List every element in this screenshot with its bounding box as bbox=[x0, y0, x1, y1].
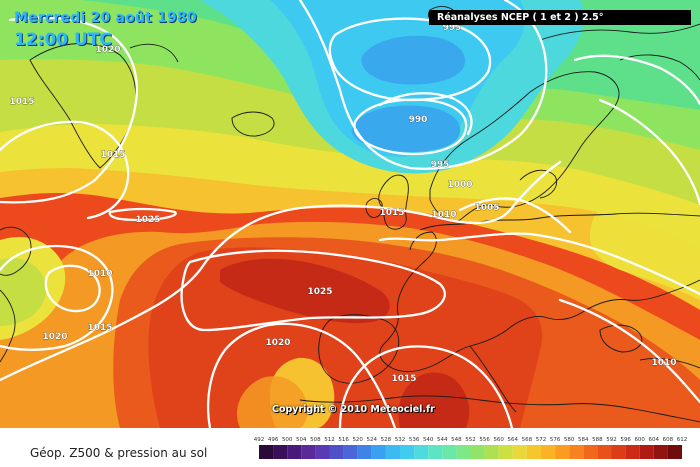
legend-swatch bbox=[541, 445, 556, 459]
legend-tick-label: 496 bbox=[268, 437, 279, 443]
legend-swatch bbox=[470, 445, 485, 459]
legend-tick-label: 504 bbox=[296, 437, 307, 443]
isobar-label: 1015 bbox=[9, 97, 34, 107]
legend-tick-label: 540 bbox=[423, 437, 434, 443]
legend-tick-label: 564 bbox=[508, 437, 519, 443]
legend-swatch bbox=[456, 445, 471, 459]
legend-swatch bbox=[611, 445, 626, 459]
isobar-label: 1010 bbox=[87, 269, 112, 279]
legend-swatch bbox=[667, 445, 682, 459]
legend-swatch bbox=[512, 445, 527, 459]
isobar-label: 1005 bbox=[474, 203, 499, 213]
legend-title: Géop. Z500 & pression au sol bbox=[30, 446, 208, 460]
legend-tick-label: 556 bbox=[479, 437, 490, 443]
legend-tick-label: 604 bbox=[649, 437, 660, 443]
legend-tick-label: 500 bbox=[282, 437, 293, 443]
legend-tick-label: 584 bbox=[578, 437, 589, 443]
legend-tick-label: 520 bbox=[352, 437, 363, 443]
legend-swatch bbox=[428, 445, 443, 459]
legend-swatch bbox=[569, 445, 584, 459]
isobar-label: 1010 bbox=[431, 210, 456, 220]
legend-tick-label: 536 bbox=[409, 437, 420, 443]
legend-tick-label: 572 bbox=[536, 437, 547, 443]
copyright-text: Copyright © 2010 Meteociel.fr bbox=[272, 404, 435, 415]
legend-tick-label: 612 bbox=[677, 437, 688, 443]
legend-swatch bbox=[625, 445, 640, 459]
legend-swatch bbox=[414, 445, 429, 459]
legend-tick-label: 524 bbox=[367, 437, 378, 443]
color-scale: 492 496 500 504 508 512 516 520 524 528 532 536 540 5… bbox=[254, 437, 688, 459]
legend-swatch bbox=[273, 445, 288, 459]
legend-swatch bbox=[329, 445, 344, 459]
legend-swatch bbox=[343, 445, 358, 459]
data-source-banner: Réanalyses NCEP ( 1 et 2 ) 2.5° bbox=[429, 10, 691, 25]
legend-tick-label: 560 bbox=[493, 437, 504, 443]
legend-swatch bbox=[400, 445, 415, 459]
legend-tick-label: 548 bbox=[451, 437, 462, 443]
legend-swatch bbox=[287, 445, 302, 459]
legend-bar: Géop. Z500 & pression au sol 492 496 500 50… bbox=[0, 428, 700, 467]
legend-tick-label: 592 bbox=[606, 437, 617, 443]
isobar-label: 995 bbox=[431, 160, 450, 170]
isobar-label: 1015 bbox=[391, 374, 416, 384]
isobar-label: 1000 bbox=[447, 180, 472, 190]
legend-swatch bbox=[442, 445, 457, 459]
legend-swatch bbox=[484, 445, 499, 459]
legend-tick-label: 596 bbox=[620, 437, 631, 443]
map-date: Mercredi 20 août 1980 bbox=[14, 10, 197, 26]
legend-swatch bbox=[555, 445, 570, 459]
legend-tick-label: 588 bbox=[592, 437, 603, 443]
isobar-label: 1015 bbox=[87, 323, 112, 333]
legend-swatch bbox=[385, 445, 400, 459]
isobar-label: 1010 bbox=[651, 358, 676, 368]
legend-swatch bbox=[371, 445, 386, 459]
legend-swatch bbox=[315, 445, 330, 459]
isobar-label: 1020 bbox=[265, 338, 290, 348]
legend-swatch bbox=[639, 445, 654, 459]
legend-swatch bbox=[653, 445, 668, 459]
legend-tick-label: 492 bbox=[254, 437, 265, 443]
isobar-label: 1015 bbox=[379, 208, 404, 218]
map-time: 12:00 UTC bbox=[14, 30, 112, 50]
legend-tick-label: 544 bbox=[437, 437, 448, 443]
legend-tick-label: 580 bbox=[564, 437, 575, 443]
isobar-label: 1020 bbox=[42, 332, 67, 342]
legend-tick-label: 608 bbox=[663, 437, 674, 443]
legend-swatch bbox=[259, 445, 274, 459]
legend-tick-label: 576 bbox=[550, 437, 561, 443]
isobar-label: 995 bbox=[443, 23, 462, 33]
geopotential-map: 995 1020 1015 990 995 1015 1000 1025 101… bbox=[0, 0, 700, 428]
isobar-label: 1020 bbox=[95, 45, 120, 55]
legend-swatch bbox=[301, 445, 316, 459]
legend-tick-label: 568 bbox=[522, 437, 533, 443]
legend-tick-label: 600 bbox=[634, 437, 645, 443]
isobar-label: 990 bbox=[409, 115, 428, 125]
legend-tick-label: 552 bbox=[465, 437, 476, 443]
legend-tick-label: 532 bbox=[395, 437, 406, 443]
legend-swatch bbox=[526, 445, 541, 459]
geopotential-shading bbox=[0, 0, 700, 428]
isobar-label: 1025 bbox=[135, 215, 160, 225]
isobar-label: 1025 bbox=[307, 287, 332, 297]
legend-swatch bbox=[583, 445, 598, 459]
legend-tick-label: 516 bbox=[338, 437, 349, 443]
legend-tick-label: 512 bbox=[324, 437, 335, 443]
legend-swatch bbox=[357, 445, 372, 459]
isobar-labels: 995 1020 1015 990 995 1015 1000 1025 101… bbox=[9, 23, 677, 384]
isobar-lines bbox=[0, 0, 700, 428]
legend-tick-label: 508 bbox=[310, 437, 321, 443]
legend-tick-label: 528 bbox=[381, 437, 392, 443]
legend-swatch bbox=[498, 445, 513, 459]
isobar-label: 1015 bbox=[100, 150, 125, 160]
legend-swatch bbox=[597, 445, 612, 459]
